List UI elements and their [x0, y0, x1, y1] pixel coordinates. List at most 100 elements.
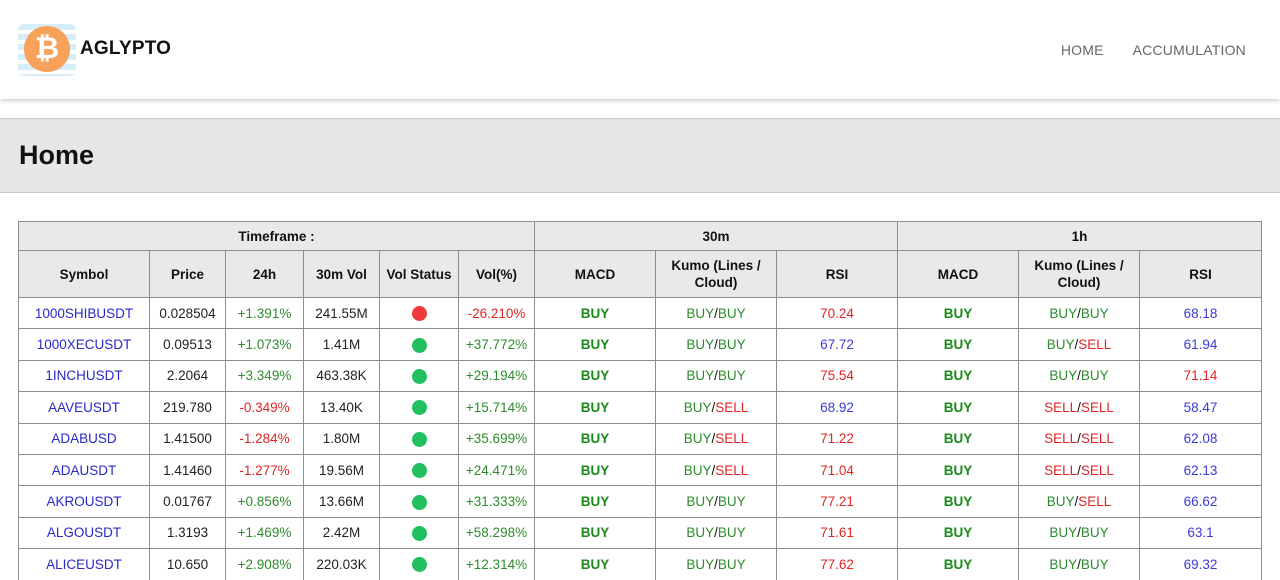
table-row: ADABUSD 1.41500 -1.284% 1.80M +35.699% BUY BUY… — [18, 422, 1262, 455]
logo[interactable]: ₿ — [18, 20, 76, 78]
col-1h-kumo[interactable]: Kumo (Lines / Cloud) — [1018, 250, 1140, 298]
cell-m30-kumo: BUY/BUY — [655, 296, 777, 330]
cell-30m-vol: 241.55M — [303, 296, 380, 330]
kumo-separator: / — [711, 431, 716, 447]
kumo-cloud-signal: SELL — [715, 431, 749, 447]
cell-24h-change: -1.284% — [225, 422, 304, 455]
cell-vol-status — [379, 296, 459, 330]
status-dot-green-icon — [411, 525, 427, 541]
cell-h1-macd: BUY — [897, 485, 1019, 518]
cell-price: 1.41460 — [149, 453, 226, 487]
cell-m30-kumo: BUY/BUY — [655, 516, 777, 550]
cell-m30-rsi: 77.62 — [776, 548, 898, 580]
cell-symbol[interactable]: 1INCHUSDT — [18, 359, 150, 393]
cell-m30-macd: BUY — [534, 296, 656, 330]
cell-m30-macd: BUY — [534, 359, 656, 393]
kumo-separator: / — [1074, 337, 1079, 353]
cell-m30-kumo: BUY/SELL — [655, 453, 777, 487]
cell-m30-macd: BUY — [534, 548, 656, 580]
cell-symbol[interactable]: 1000XECUSDT — [18, 328, 150, 361]
cell-m30-rsi: 75.54 — [776, 359, 898, 393]
kumo-cloud-signal: BUY — [1080, 556, 1109, 572]
page-title-band: Home — [0, 118, 1280, 193]
col-1h-macd[interactable]: MACD — [897, 250, 1019, 298]
col-30m-rsi[interactable]: RSI — [776, 250, 898, 298]
kumo-lines-signal: SELL — [1044, 399, 1078, 415]
cell-symbol[interactable]: AAVEUSDT — [18, 391, 150, 424]
kumo-lines-signal: BUY — [1049, 305, 1078, 321]
col-vol-pct[interactable]: Vol(%) — [458, 250, 535, 298]
nav-link-accumulation[interactable]: ACCUMULATION — [1132, 42, 1246, 58]
kumo-lines-signal: BUY — [686, 337, 715, 353]
cell-h1-macd: BUY — [897, 548, 1019, 580]
kumo-cloud-signal: BUY — [1080, 368, 1109, 384]
cell-symbol[interactable]: AKROUSDT — [18, 485, 150, 518]
kumo-cloud-signal: BUY — [1080, 525, 1109, 541]
cell-h1-rsi: 58.47 — [1139, 391, 1262, 424]
cell-h1-kumo: BUY/SELL — [1018, 328, 1140, 361]
kumo-separator: / — [714, 556, 718, 572]
cell-24h-change: +3.349% — [225, 359, 304, 393]
kumo-lines-signal: BUY — [683, 462, 712, 478]
cell-h1-rsi: 71.14 — [1139, 359, 1262, 393]
top-navbar: ₿ AGLYPTO HOME ACCUMULATION — [0, 0, 1280, 99]
cell-24h-change: +0.856% — [225, 485, 304, 518]
cell-price: 10.650 — [149, 548, 226, 580]
status-dot-green-icon — [411, 557, 427, 573]
cell-h1-macd: BUY — [897, 296, 1019, 330]
cell-h1-kumo: BUY/BUY — [1018, 516, 1140, 550]
kumo-separator: / — [1077, 399, 1081, 415]
cell-price: 0.01767 — [149, 485, 226, 518]
cell-m30-kumo: BUY/BUY — [655, 359, 777, 393]
cell-symbol[interactable]: ALGOUSDT — [18, 516, 150, 550]
cell-h1-macd: BUY — [897, 516, 1019, 550]
cell-vol-status — [379, 548, 459, 580]
status-dot-green-icon — [411, 494, 427, 510]
kumo-cloud-signal: BUY — [717, 525, 746, 541]
cell-30m-vol: 19.56M — [303, 453, 380, 487]
kumo-separator: / — [1077, 368, 1081, 384]
cell-symbol[interactable]: ADAUSDT — [18, 453, 150, 487]
cell-symbol[interactable]: 1000SHIBUSDT — [18, 296, 150, 330]
cell-m30-kumo: BUY/BUY — [655, 485, 777, 518]
col-vol-status[interactable]: Vol Status — [379, 250, 459, 298]
cell-symbol[interactable]: ALICEUSDT — [18, 548, 150, 580]
cell-symbol[interactable]: ADABUSD — [18, 422, 150, 455]
cell-vol-status — [379, 422, 459, 455]
cell-30m-vol: 1.41M — [303, 328, 380, 361]
cell-m30-rsi: 77.21 — [776, 485, 898, 518]
kumo-lines-signal: BUY — [683, 431, 712, 447]
kumo-lines-signal: BUY — [1046, 337, 1075, 353]
cell-h1-macd: BUY — [897, 391, 1019, 424]
cell-h1-kumo: BUY/BUY — [1018, 359, 1140, 393]
cell-24h-change: -0.349% — [225, 391, 304, 424]
cell-h1-macd: BUY — [897, 453, 1019, 487]
status-dot-green-icon — [411, 368, 427, 384]
cell-price: 1.41500 — [149, 422, 226, 455]
table-row: 1INCHUSDT 2.2064 +3.349% 463.38K +29.194% BUY… — [18, 359, 1262, 393]
cell-price: 2.2064 — [149, 359, 226, 393]
col-24h[interactable]: 24h — [225, 250, 304, 298]
kumo-cloud-signal: BUY — [717, 494, 746, 510]
col-30m-macd[interactable]: MACD — [534, 250, 656, 298]
col-30m-kumo[interactable]: Kumo (Lines / Cloud) — [655, 250, 777, 298]
brand-name[interactable]: AGLYPTO — [80, 38, 172, 59]
col-price[interactable]: Price — [149, 250, 226, 298]
cell-30m-vol: 463.38K — [303, 359, 380, 393]
cell-30m-vol: 13.40K — [303, 391, 380, 424]
table-row: ALICEUSDT 10.650 +2.908% 220.03K +12.314% BUY… — [18, 548, 1262, 580]
kumo-lines-signal: BUY — [683, 399, 712, 415]
col-1h-rsi[interactable]: RSI — [1139, 250, 1262, 298]
status-dot-green-icon — [411, 337, 427, 353]
kumo-cloud-signal: SELL — [1078, 337, 1112, 353]
cell-h1-rsi: 62.08 — [1139, 422, 1262, 455]
nav-link-home[interactable]: HOME — [1060, 42, 1104, 58]
table-row: AAVEUSDT 219.780 -0.349% 13.40K +15.714% BUY B… — [18, 391, 1262, 424]
col-symbol[interactable]: Symbol — [18, 250, 150, 298]
table-row: AKROUSDT 0.01767 +0.856% 13.66M +31.333% BUY B… — [18, 485, 1262, 518]
cell-30m-vol: 13.66M — [303, 485, 380, 518]
kumo-separator: / — [1077, 431, 1081, 447]
cell-h1-macd: BUY — [897, 359, 1019, 393]
col-30m-vol[interactable]: 30m Vol — [303, 250, 380, 298]
cell-price: 219.780 — [149, 391, 226, 424]
